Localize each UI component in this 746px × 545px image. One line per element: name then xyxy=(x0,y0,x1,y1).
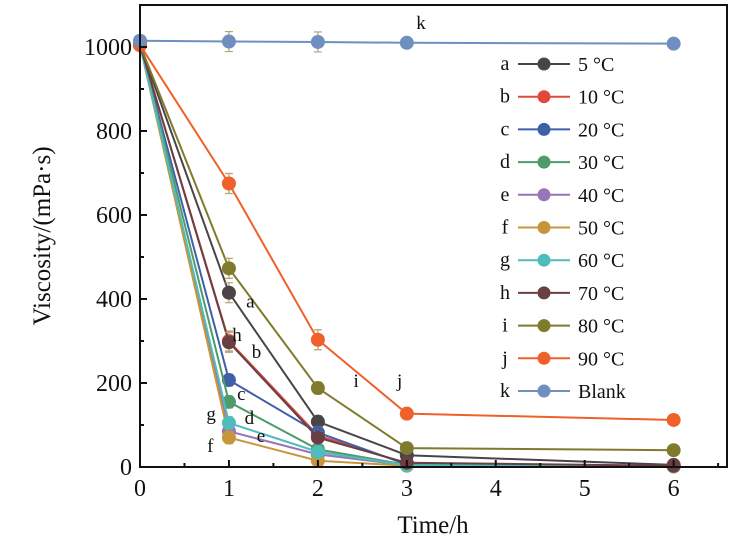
y-axis-label: Viscosity/(mPa·s) xyxy=(29,146,56,325)
x-tick-label: 3 xyxy=(401,476,413,502)
point-label: g xyxy=(206,404,216,425)
legend-letter: b xyxy=(500,86,510,108)
data-point xyxy=(666,36,681,51)
legend-label: Blank xyxy=(578,381,626,403)
legend-item: a 5 °C xyxy=(501,53,615,76)
x-tick-label: 6 xyxy=(668,476,680,502)
point-label: c xyxy=(237,384,245,405)
legend-letter: d xyxy=(500,151,510,173)
y-tick-label: 800 xyxy=(96,119,132,145)
legend-label: 60 °C xyxy=(578,250,624,272)
legend-item: b 10 °C xyxy=(500,86,624,109)
legend-marker xyxy=(537,384,551,398)
legend-label: 5 °C xyxy=(578,54,614,76)
data-point xyxy=(310,332,325,347)
data-point xyxy=(221,34,236,49)
y-tick-label: 600 xyxy=(96,203,132,229)
y-tick-label: 200 xyxy=(96,371,132,397)
x-tick-label: 2 xyxy=(312,476,324,502)
x-tick-label: 5 xyxy=(579,476,591,502)
legend-marker xyxy=(537,286,551,300)
data-point xyxy=(666,412,681,427)
legend-letter: g xyxy=(500,249,510,271)
data-point xyxy=(399,406,414,421)
y-tick-label: 1000 xyxy=(84,35,132,61)
legend-item: g 60 °C xyxy=(500,249,624,272)
data-point xyxy=(310,444,325,459)
legend-marker xyxy=(537,90,551,104)
legend-label: 40 °C xyxy=(578,185,624,207)
point-label: i xyxy=(353,371,358,392)
data-point xyxy=(221,285,236,300)
y-tick-label: 400 xyxy=(96,287,132,313)
point-label: f xyxy=(207,436,214,457)
legend-item: e 40 °C xyxy=(501,184,625,207)
legend-marker xyxy=(537,155,551,169)
axes: 0 1 2 3 4 5 6 0 200 400 600 800 1000 xyxy=(84,4,720,502)
data-point xyxy=(399,35,414,50)
point-label: h xyxy=(232,325,242,346)
series-j xyxy=(133,37,681,427)
data-point xyxy=(221,373,236,388)
legend-marker xyxy=(537,188,551,202)
legend-letter: j xyxy=(501,347,508,369)
legend-letter: k xyxy=(500,380,510,402)
legend-label: 50 °C xyxy=(578,218,624,240)
data-point xyxy=(399,441,414,456)
point-label: d xyxy=(245,408,255,429)
data-point xyxy=(310,414,325,429)
data-point xyxy=(221,176,236,191)
legend-marker xyxy=(537,319,551,333)
legend-label: 70 °C xyxy=(578,283,624,305)
annotation-layer: a bh cg d f e i j k xyxy=(206,13,426,457)
x-tick-label: 4 xyxy=(490,476,502,502)
plot-frame xyxy=(139,4,728,468)
legend-letter: h xyxy=(500,282,510,304)
legend-label: 20 °C xyxy=(578,119,624,141)
data-point xyxy=(310,34,325,49)
legend-letter: c xyxy=(501,118,510,140)
legend-label: 10 °C xyxy=(578,87,624,109)
legend-label: 80 °C xyxy=(578,316,624,338)
legend-item: j 90 °C xyxy=(501,347,624,370)
x-axis-label: Time/h xyxy=(397,512,469,539)
legend-marker xyxy=(537,57,551,71)
legend-letter: i xyxy=(502,315,508,337)
series-k xyxy=(133,30,681,53)
legend-marker xyxy=(537,122,551,136)
legend-item: f 50 °C xyxy=(502,217,625,240)
legend-label: 30 °C xyxy=(578,152,624,174)
legend-marker xyxy=(537,351,551,365)
legend-letter: f xyxy=(502,217,509,239)
data-point xyxy=(221,430,236,445)
point-label: e xyxy=(257,426,265,447)
legend-letter: e xyxy=(501,184,510,206)
point-label: k xyxy=(416,13,426,34)
legend-item: i 80 °C xyxy=(502,315,624,338)
x-tick-label: 1 xyxy=(223,476,235,502)
point-label: a xyxy=(246,291,255,312)
legend-item: c 20 °C xyxy=(501,118,625,141)
legend-item: h 70 °C xyxy=(500,282,624,305)
y-tick-label: 0 xyxy=(120,455,132,481)
data-point xyxy=(310,381,325,396)
data-point xyxy=(666,443,681,458)
data-point xyxy=(310,430,325,445)
point-label: j xyxy=(396,371,402,392)
legend-item: d 30 °C xyxy=(500,151,624,174)
data-point xyxy=(221,335,236,350)
legend-item: k Blank xyxy=(500,380,626,403)
legend-label: 90 °C xyxy=(578,348,624,370)
legend: a 5 °C b 10 °C c 20 °C d 30 °C e 40 °C f 50 °C g 60 °… xyxy=(500,53,626,403)
legend-marker xyxy=(537,221,551,234)
legend-marker xyxy=(537,253,551,267)
data-point xyxy=(221,415,236,430)
x-tick-label: 0 xyxy=(134,476,146,502)
data-point xyxy=(221,261,236,276)
point-label: b xyxy=(252,342,262,363)
legend-letter: a xyxy=(501,53,510,75)
